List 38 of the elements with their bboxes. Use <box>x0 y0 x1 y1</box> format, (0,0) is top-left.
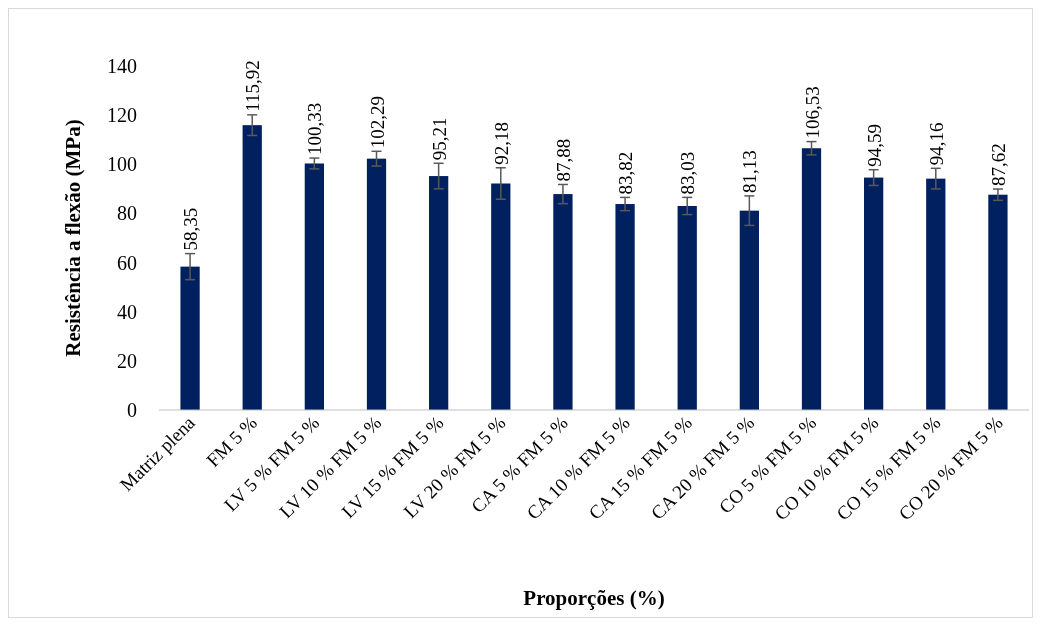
data-label: 94,16 <box>925 122 947 166</box>
y-tick-label: 80 <box>117 202 137 225</box>
data-label: 102,29 <box>366 96 388 149</box>
data-label: 83,82 <box>615 151 637 195</box>
y-tick-label: 0 <box>127 399 137 421</box>
data-label: 87,62 <box>987 143 1009 187</box>
data-label: 115,92 <box>242 60 264 112</box>
data-label: 87,88 <box>552 138 574 182</box>
data-label: 83,03 <box>677 151 699 195</box>
data-label: 58,35 <box>180 207 202 251</box>
bar <box>677 205 697 410</box>
bar <box>615 204 635 410</box>
y-tick-label: 140 <box>107 55 137 77</box>
bar <box>739 210 759 410</box>
y-tick-label: 100 <box>107 153 137 176</box>
bar <box>304 163 324 410</box>
bar <box>491 183 511 410</box>
y-tick-label: 120 <box>107 104 137 127</box>
data-label: 95,21 <box>428 117 450 161</box>
y-tick-label: 60 <box>117 251 137 274</box>
bar <box>988 194 1008 410</box>
data-label: 92,18 <box>490 122 512 165</box>
bar <box>864 177 884 410</box>
bar <box>801 148 822 410</box>
x-axis-title: Proporções (%) <box>523 586 665 610</box>
data-label: 94,59 <box>863 123 885 167</box>
bar <box>553 194 573 410</box>
y-axis-title: Resistência a flexão (MPa) <box>61 119 85 357</box>
y-tick-label: 40 <box>117 300 137 323</box>
data-label: 106,53 <box>801 86 823 139</box>
bar <box>180 266 200 410</box>
bar <box>926 178 946 410</box>
bar <box>242 125 262 410</box>
bar <box>429 176 449 410</box>
bar <box>366 158 387 410</box>
data-label: 100,33 <box>304 102 326 156</box>
data-label: 81,13 <box>739 150 761 193</box>
y-tick-label: 20 <box>117 349 137 372</box>
